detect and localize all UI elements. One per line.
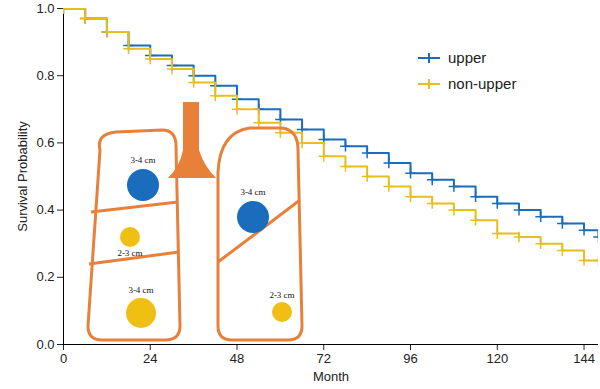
svg-text:0.2: 0.2 (36, 269, 54, 284)
svg-text:24: 24 (143, 351, 157, 366)
svg-text:144: 144 (573, 351, 595, 366)
svg-text:3-4 cm: 3-4 cm (128, 285, 153, 295)
svg-text:0.8: 0.8 (36, 68, 54, 83)
svg-text:0.0: 0.0 (36, 337, 54, 352)
svg-text:2-3 cm: 2-3 cm (117, 248, 142, 258)
svg-text:96: 96 (403, 351, 417, 366)
svg-text:upper: upper (448, 49, 486, 66)
svg-text:Month: Month (313, 369, 349, 384)
svg-text:3-4 cm: 3-4 cm (240, 187, 265, 197)
svg-text:0: 0 (60, 351, 67, 366)
svg-text:1.0: 1.0 (36, 1, 54, 16)
svg-text:Survival Probability: Survival Probability (15, 121, 30, 232)
svg-text:0.4: 0.4 (36, 202, 54, 217)
svg-text:3-4 cm: 3-4 cm (130, 155, 155, 165)
svg-text:120: 120 (486, 351, 508, 366)
svg-text:2-3 cm: 2-3 cm (269, 290, 294, 300)
svg-text:72: 72 (317, 351, 331, 366)
svg-text:48: 48 (230, 351, 244, 366)
svg-text:non-upper: non-upper (448, 75, 516, 92)
svg-text:0.6: 0.6 (36, 135, 54, 150)
